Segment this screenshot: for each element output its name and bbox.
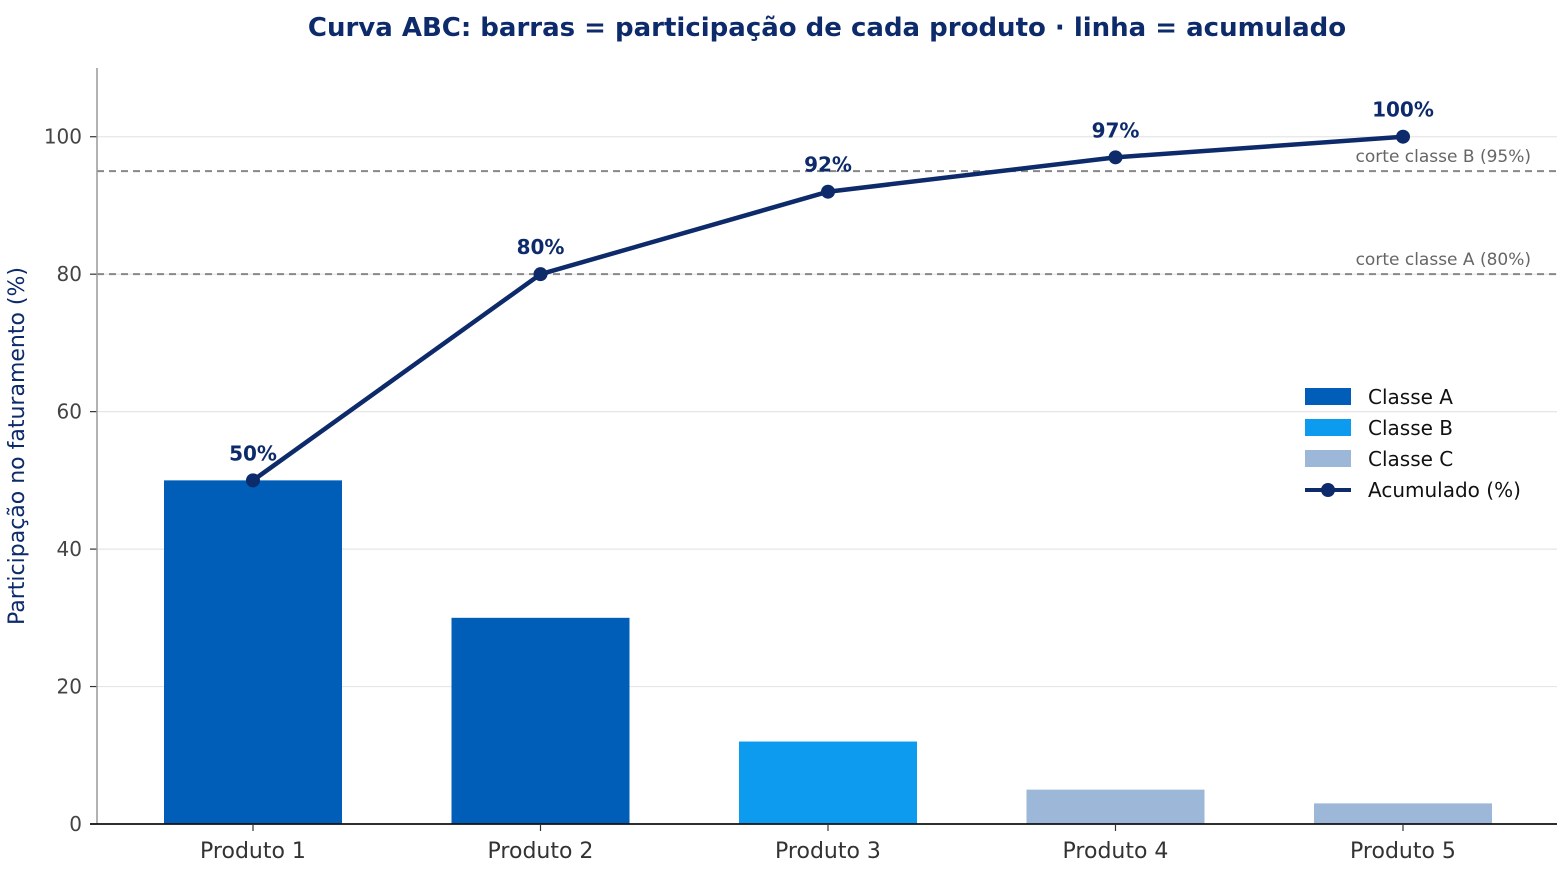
reference-line-label: corte classe A (80%) (1356, 250, 1531, 270)
cumulative-point (1108, 150, 1123, 165)
cumulative-point (246, 473, 260, 488)
y-tick-label: 0 (69, 812, 82, 836)
x-tick-label: Produto 1 (200, 839, 306, 864)
bars (164, 480, 1492, 824)
x-tick-label: Produto 2 (488, 839, 594, 864)
x-tick-label: Produto 4 (1063, 839, 1169, 864)
cumulative-line: 50% 80% 92% 97% 100% (229, 98, 1434, 488)
legend-swatch (1305, 450, 1351, 467)
legend-swatch (1305, 388, 1351, 405)
bar (164, 480, 342, 824)
cumulative-data-label: 97% (1092, 118, 1140, 142)
y-tick-label: 40 (57, 537, 82, 561)
legend-label: Classe C (1368, 447, 1453, 471)
y-tick-label: 20 (57, 675, 82, 699)
y-tick-label: 60 (57, 400, 82, 424)
cumulative-data-label: 100% (1372, 98, 1434, 122)
legend-label: Classe A (1368, 385, 1453, 409)
reference-line-label: corte classe B (95%) (1356, 147, 1531, 167)
bar (451, 617, 630, 824)
cumulative-point (533, 267, 548, 282)
y-tick-label: 100 (44, 125, 82, 149)
legend-swatch (1305, 419, 1351, 436)
legend-marker (1321, 483, 1335, 497)
cumulative-data-label: 80% (517, 235, 565, 259)
legend-label: Classe B (1368, 416, 1453, 440)
x-tick-label: Produto 5 (1350, 839, 1456, 864)
reference-lines: corte classe B (95%) corte classe A (80%) (97, 147, 1557, 276)
axes: 0 20 40 60 80 100 Produto 1 Produto 2 Produto 3 P… (44, 68, 1557, 864)
y-tick-label: 80 (57, 262, 82, 286)
cumulative-point (821, 184, 835, 199)
chart-title: Curva ABC: barras = participação de cada… (308, 13, 1346, 43)
bar (1314, 803, 1492, 824)
legend: Classe A Classe B Classe C Acumulado (%) (1305, 385, 1521, 502)
x-tick-label: Produto 3 (775, 839, 881, 864)
cumulative-data-label: 92% (804, 153, 852, 177)
cumulative-point (1396, 129, 1410, 144)
cumulative-data-label: 50% (229, 441, 277, 465)
y-axis-label: Participação no faturamento (%) (5, 267, 30, 625)
legend-label: Acumulado (%) (1368, 478, 1521, 502)
bar (1026, 789, 1205, 824)
bar (739, 741, 917, 824)
